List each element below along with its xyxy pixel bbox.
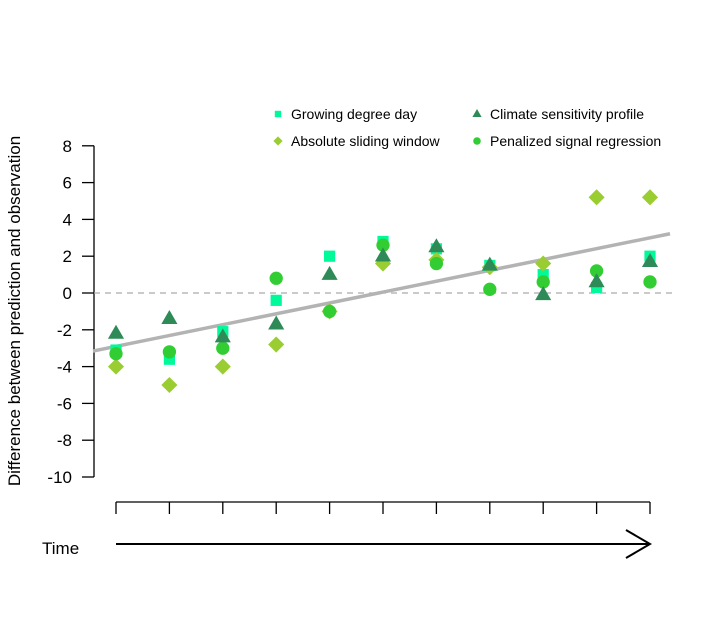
x-axis-label: Time — [42, 539, 79, 558]
data-point-diamond — [107, 358, 125, 375]
y-tick-label: 0 — [63, 284, 72, 303]
data-point-diamond — [641, 189, 659, 206]
legend: Growing degree day Climate sensitivity pr… — [273, 106, 661, 149]
data-point-diamond — [161, 376, 178, 394]
y-tick-label: -4 — [57, 358, 72, 377]
data-point-triangle — [107, 324, 125, 339]
data-point-triangle — [374, 247, 392, 262]
trend-line — [92, 232, 671, 353]
data-point-triangle — [481, 256, 498, 271]
data-point-square — [324, 250, 336, 262]
data-point-diamond — [535, 255, 552, 272]
x-axis — [115, 501, 651, 514]
y-axis-label: Difference between prediction and observ… — [5, 136, 24, 486]
legend-label: Climate sensitivity profile — [490, 106, 644, 122]
data-point-circle — [536, 275, 550, 289]
data-point-circle — [483, 282, 497, 296]
y-tick-label: 4 — [63, 210, 72, 229]
y-tick-label: -6 — [57, 394, 72, 413]
legend-label: Growing degree day — [291, 106, 417, 122]
data-point-circle — [429, 256, 444, 271]
data-point-diamond — [268, 336, 285, 353]
y-tick-label: 6 — [63, 174, 72, 193]
data-point-square — [591, 281, 603, 294]
data-point-triangle — [268, 315, 285, 330]
data-point-triangle — [588, 273, 605, 288]
y-tick-label: 2 — [63, 247, 72, 266]
data-point-square — [163, 353, 175, 365]
data-point-circle — [269, 271, 283, 285]
legend-label: Absolute sliding window — [291, 133, 441, 149]
data-point-circle — [109, 347, 123, 361]
y-tick-label: 8 — [63, 137, 72, 156]
data-point-triangle — [641, 252, 659, 267]
legend-triangle-icon — [472, 109, 482, 117]
data-point-triangle — [214, 328, 231, 343]
data-point-diamond — [214, 358, 231, 375]
data-point-triangle — [321, 265, 338, 280]
data-point-circle — [322, 304, 337, 319]
data-point-circle — [162, 345, 177, 359]
data-point-circle — [643, 275, 657, 289]
data-points — [107, 189, 659, 394]
y-tick-label: -8 — [57, 431, 72, 450]
legend-diamond-icon — [273, 136, 283, 146]
data-point-square — [537, 269, 549, 281]
y-tick-label: -2 — [57, 321, 72, 340]
data-point-triangle — [535, 286, 552, 301]
legend-label: Penalized signal regression — [490, 133, 661, 149]
data-point-circle — [216, 341, 230, 355]
y-axis: -10 -8 -6 -4 -2 0 2 4 6 8 — [47, 137, 95, 487]
data-point-circle — [589, 264, 604, 278]
data-point-triangle — [161, 310, 178, 325]
y-tick-label: -10 — [47, 468, 72, 487]
data-point-square — [270, 294, 282, 306]
legend-circle-icon — [473, 137, 481, 145]
legend-square-icon — [274, 110, 282, 118]
time-arrow — [116, 529, 652, 559]
data-point-diamond — [588, 189, 605, 206]
data-point-circle — [376, 238, 390, 252]
data-point-triangle — [428, 238, 445, 253]
